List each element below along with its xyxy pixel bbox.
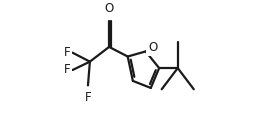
Text: O: O (148, 41, 157, 54)
Text: F: F (64, 63, 70, 76)
Text: F: F (85, 91, 91, 104)
Text: O: O (104, 2, 114, 15)
Text: F: F (64, 46, 70, 59)
